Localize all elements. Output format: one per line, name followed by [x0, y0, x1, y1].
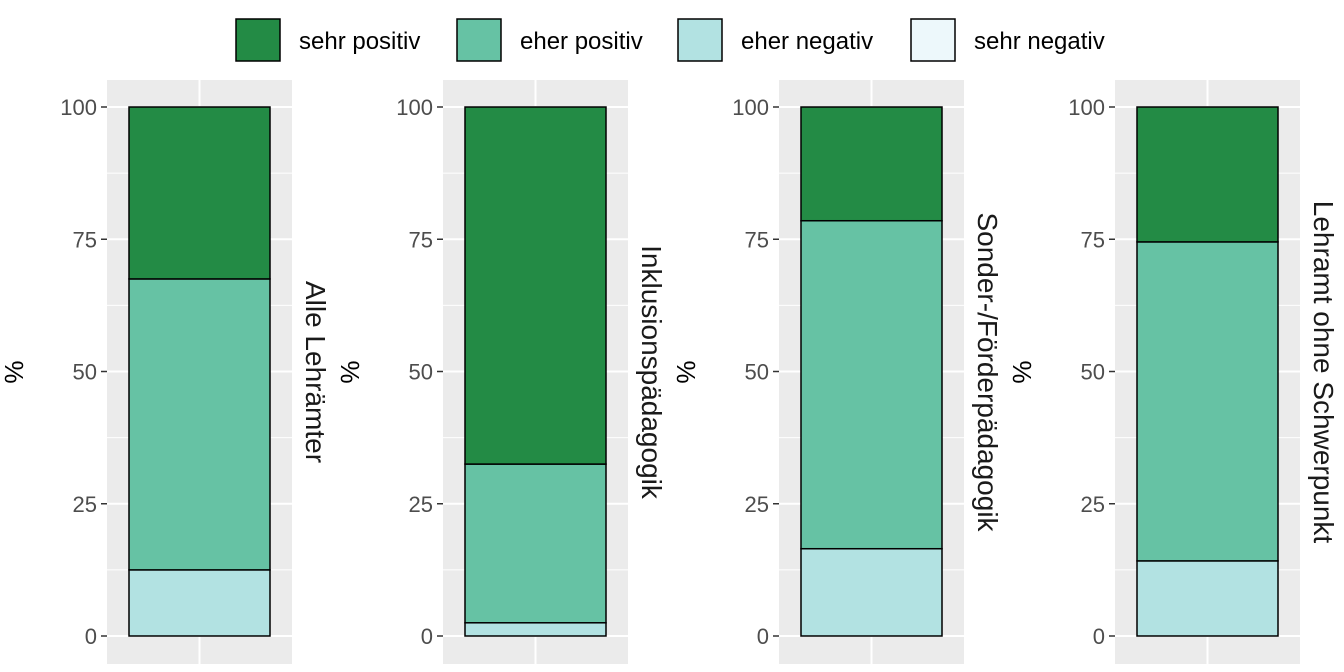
y-tick-label: 75	[73, 227, 97, 252]
y-tick-label: 50	[73, 360, 97, 385]
y-tick-label: 25	[409, 492, 433, 517]
bar-segment-sehr-positiv	[1136, 106, 1279, 243]
bar-segment-eher-negativ	[128, 569, 271, 637]
bar-segment-eher-negativ	[1136, 560, 1279, 637]
legend-label-eher-positiv: eher positiv	[520, 28, 643, 55]
strip-label: Sonder-/Förderpädagogik	[972, 212, 1003, 532]
strip-label: Inklusionspädagogik	[636, 245, 667, 500]
bar-segment-sehr-positiv	[128, 106, 271, 280]
y-tick-label: 25	[1081, 492, 1105, 517]
legend-label-sehr-negativ: sehr negativ	[974, 28, 1105, 55]
y-tick-label: 50	[409, 360, 433, 385]
bar-segment-eher-positiv	[1136, 241, 1279, 562]
legend-label-sehr-positiv: sehr positiv	[299, 28, 420, 55]
bar-segment-eher-negativ	[800, 547, 943, 637]
bar-segment-sehr-positiv	[464, 106, 607, 465]
y-tick-label: 0	[421, 624, 433, 649]
strip-label: Lehramt ohne Schwerpunkt	[1308, 201, 1339, 544]
y-axis-title: %	[671, 360, 701, 383]
y-axis-title: %	[0, 360, 29, 383]
panel-inklusionspadagogik: 0 25 50 75 100% Inklusionspädagogik	[335, 80, 667, 664]
bar-segment-eher-negativ	[464, 622, 607, 637]
panel-sonder-forderpadagogik: 0 25 50 75 100% Sonder-/Förderpädagogik	[671, 80, 1003, 664]
y-tick-label: 50	[1081, 360, 1105, 385]
y-tick-label: 0	[1093, 624, 1105, 649]
y-tick-label: 0	[757, 624, 769, 649]
panel-alle-lehramter: 0 25 50 75 100% Alle Lehrämter	[0, 80, 331, 664]
y-tick-label: 0	[85, 624, 97, 649]
y-tick-label: 75	[409, 227, 433, 252]
bar-segment-eher-positiv	[128, 278, 271, 571]
bar-segment-eher-positiv	[464, 463, 607, 624]
legend-key-sehr-positiv	[235, 18, 281, 62]
bar-segment-eher-positiv	[800, 219, 943, 550]
legend-key-sehr-negativ	[910, 18, 956, 62]
y-tick-label: 25	[73, 492, 97, 517]
legend: sehr positiv eher positiv eher negativ sehr…	[235, 18, 1105, 62]
y-tick-label: 25	[745, 492, 769, 517]
y-axis-title: %	[1007, 360, 1037, 383]
y-tick-label: 50	[745, 360, 769, 385]
strip-label: Alle Lehrämter	[300, 281, 331, 463]
y-tick-label: 75	[745, 227, 769, 252]
y-tick-label: 100	[1068, 95, 1105, 120]
legend-key-eher-negativ	[677, 18, 723, 62]
y-tick-label: 75	[1081, 227, 1105, 252]
y-tick-label: 100	[396, 95, 433, 120]
y-tick-label: 100	[732, 95, 769, 120]
bar-segment-sehr-positiv	[800, 106, 943, 222]
panel-lehramt-ohne-schwerpunkt: 0 25 50 75 100% Lehramt ohne Schwerpunkt	[1007, 80, 1339, 664]
legend-label-eher-negativ: eher negativ	[741, 28, 873, 55]
y-axis-title: %	[335, 360, 365, 383]
y-tick-label: 100	[60, 95, 97, 120]
legend-key-eher-positiv	[456, 18, 502, 62]
